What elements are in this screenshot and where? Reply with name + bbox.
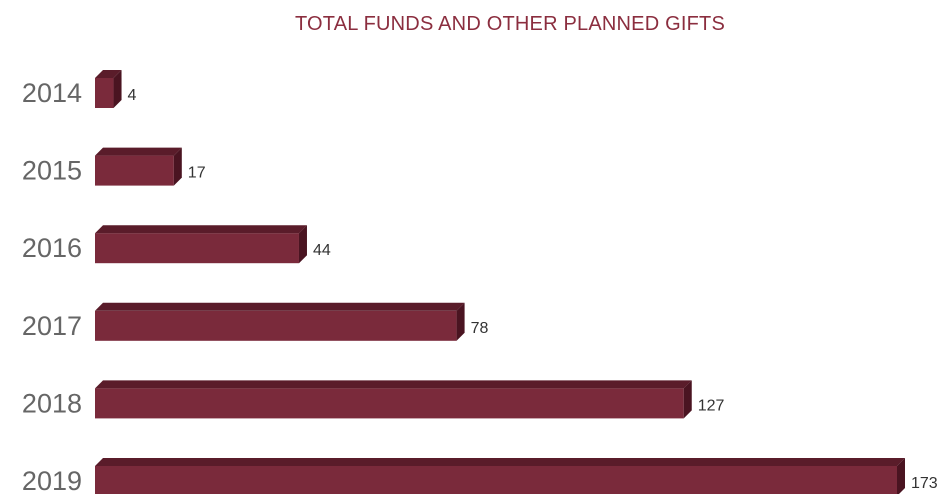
bar-2019	[95, 466, 897, 494]
value-label-2015: 17	[188, 165, 206, 182]
category-label-2015: 2015	[22, 156, 82, 186]
bar-top-2018	[95, 380, 692, 389]
value-label-2017: 78	[471, 320, 489, 337]
bar-2017	[95, 310, 457, 341]
category-label-2018: 2018	[22, 388, 82, 418]
bar-side-2019	[897, 458, 905, 494]
bar-side-2017	[456, 302, 465, 341]
bar-2015	[95, 155, 174, 186]
category-label-2019: 2019	[22, 466, 82, 494]
bar-top-2019	[95, 458, 905, 466]
value-label-2016: 44	[313, 242, 331, 259]
bar-top-2017	[95, 302, 465, 311]
value-label-2014: 4	[128, 87, 137, 104]
bar-top-2016	[95, 225, 307, 234]
bar-top-2014	[95, 70, 122, 78]
value-label-2019: 173	[911, 475, 938, 492]
bar-top-2015	[95, 147, 182, 156]
category-label-2017: 2017	[22, 311, 82, 341]
category-label-2014: 2014	[22, 78, 82, 108]
bar-side-2016	[298, 225, 307, 264]
bar-2014	[95, 78, 114, 108]
bar-2016	[95, 233, 299, 264]
bar-2018	[95, 388, 684, 419]
category-label-2016: 2016	[22, 233, 82, 263]
chart-title: TOTAL FUNDS AND OTHER PLANNED GIFTS	[295, 13, 725, 35]
bar-side-2014	[113, 70, 122, 108]
bar-side-2018	[683, 380, 692, 419]
bar-side-2015	[173, 147, 182, 186]
value-label-2018: 127	[698, 397, 725, 414]
bars-group: 2014 4 2015 17 2016 44 2017 78 2018 127 2019 173	[22, 70, 938, 494]
